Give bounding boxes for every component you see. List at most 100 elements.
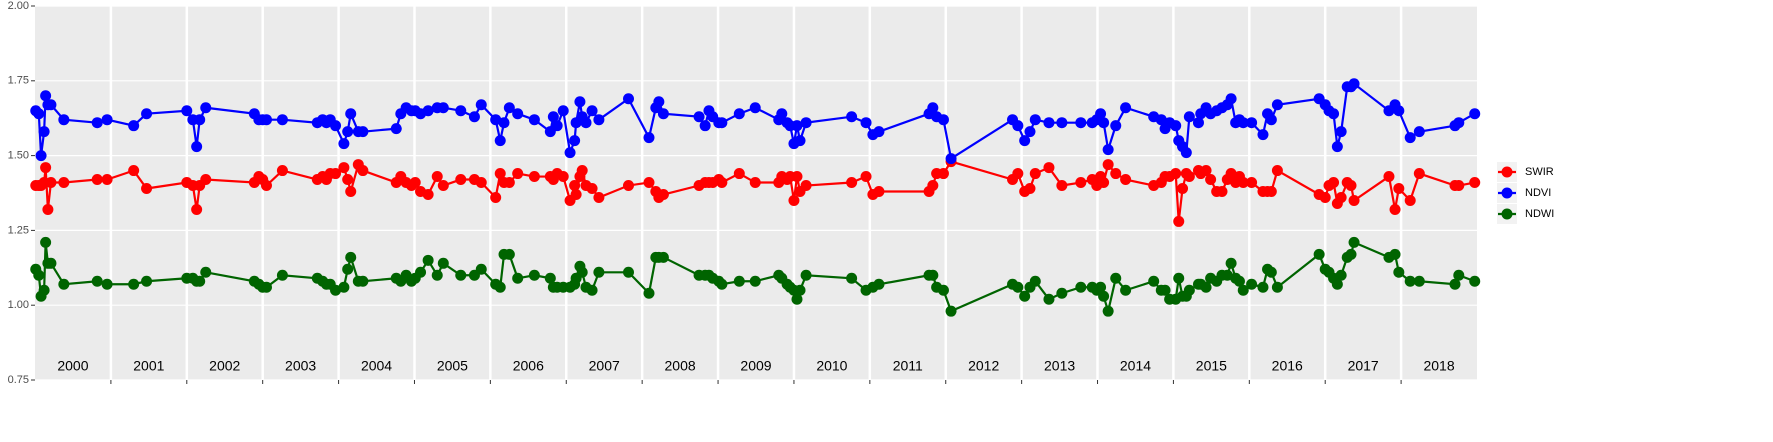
point <box>927 102 939 114</box>
point <box>699 120 711 132</box>
point <box>586 183 598 195</box>
point <box>1453 117 1465 129</box>
x-tick-label: 2016 <box>1272 358 1303 374</box>
point <box>1098 177 1110 189</box>
point <box>1469 108 1481 120</box>
point <box>1029 168 1041 180</box>
point <box>357 126 369 138</box>
point <box>593 266 605 278</box>
point <box>468 111 480 123</box>
point <box>128 165 140 177</box>
point <box>45 99 57 111</box>
point <box>1012 168 1024 180</box>
point <box>455 105 467 117</box>
point <box>490 114 502 126</box>
point <box>345 186 357 198</box>
point <box>455 174 467 186</box>
point <box>593 191 605 203</box>
point <box>1246 278 1258 290</box>
point <box>276 269 288 281</box>
point <box>91 174 103 186</box>
x-tick-label: 2006 <box>513 358 544 374</box>
point <box>1469 177 1481 189</box>
legend-label: NDVI <box>1525 187 1551 199</box>
point <box>101 174 113 186</box>
point <box>1393 183 1405 195</box>
point <box>749 275 761 287</box>
point <box>1225 168 1237 180</box>
point <box>749 102 761 114</box>
point <box>128 120 140 132</box>
point <box>1192 117 1204 129</box>
point <box>1170 120 1182 132</box>
point <box>1102 305 1114 317</box>
point <box>1173 215 1185 227</box>
point <box>1110 272 1122 284</box>
point <box>342 126 354 138</box>
point <box>1413 126 1425 138</box>
point <box>1043 117 1055 129</box>
point <box>1043 293 1055 305</box>
x-tick-label: 2004 <box>361 358 392 374</box>
y-tick-label: 1.00 <box>8 299 29 311</box>
point <box>657 251 669 263</box>
point <box>1120 102 1132 114</box>
point <box>141 183 153 195</box>
point <box>1102 159 1114 171</box>
point <box>1120 174 1132 186</box>
point <box>422 254 434 266</box>
point <box>1469 275 1481 287</box>
point <box>800 117 812 129</box>
point <box>1389 203 1401 215</box>
point <box>58 278 70 290</box>
point <box>1019 290 1031 302</box>
point <box>42 203 54 215</box>
point <box>475 99 487 111</box>
x-tick-label: 2015 <box>1196 358 1227 374</box>
point <box>1019 135 1031 147</box>
x-tick-label: 2012 <box>968 358 999 374</box>
point <box>1029 275 1041 287</box>
point <box>141 108 153 120</box>
point <box>873 186 885 198</box>
point <box>1159 284 1171 296</box>
point <box>1012 120 1024 132</box>
point <box>733 108 745 120</box>
point <box>357 275 369 287</box>
point <box>141 275 153 287</box>
point <box>569 135 581 147</box>
point <box>276 114 288 126</box>
x-tick-label: 2014 <box>1120 358 1151 374</box>
point <box>1024 183 1036 195</box>
point <box>437 180 449 192</box>
point <box>860 117 872 129</box>
point <box>1095 281 1107 293</box>
point <box>1348 194 1360 206</box>
point <box>657 188 669 200</box>
point <box>716 177 728 189</box>
x-tick-label: 2008 <box>665 358 696 374</box>
point <box>512 168 524 180</box>
point <box>557 171 569 183</box>
point <box>716 117 728 129</box>
point <box>1413 275 1425 287</box>
point <box>1029 114 1041 126</box>
point <box>1393 105 1405 117</box>
point <box>503 177 515 189</box>
point <box>345 108 357 120</box>
point <box>1075 177 1087 189</box>
point <box>512 108 524 120</box>
point <box>1177 183 1189 195</box>
point <box>191 141 203 153</box>
point <box>1345 180 1357 192</box>
point <box>1331 141 1343 153</box>
point <box>1335 126 1347 138</box>
point <box>791 293 803 305</box>
point <box>455 269 467 281</box>
point <box>576 165 588 177</box>
x-tick-label: 2002 <box>209 358 240 374</box>
point <box>749 177 761 189</box>
point <box>1383 171 1395 183</box>
y-tick-label: 1.25 <box>8 224 29 236</box>
point <box>580 117 592 129</box>
